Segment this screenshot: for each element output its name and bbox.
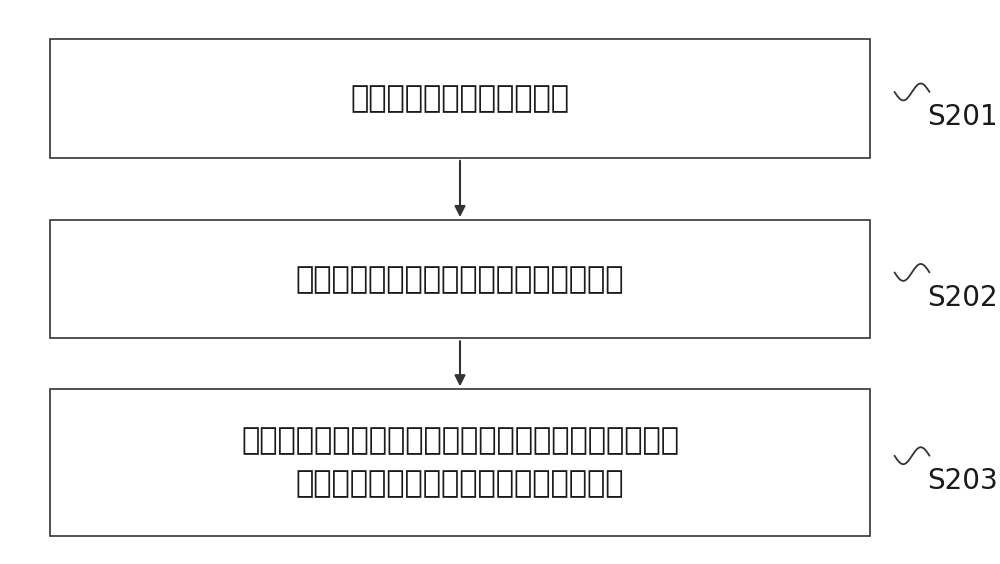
Text: S203: S203 [927,467,998,495]
Bar [50,39,870,158]
Bar [50,389,870,536]
Text: 采集目标弧垂点相对预设平面的相对高度: 采集目标弧垂点相对预设平面的相对高度 [296,265,624,294]
Text: 获取目标光缆的目标弧垂点: 获取目标光缆的目标弧垂点 [350,84,570,113]
Text: 在相对高度低于预设高度的情况下，向目标终端发送用
于指示相对高度低于预设高度的指示信息: 在相对高度低于预设高度的情况下，向目标终端发送用 于指示相对高度低于预设高度的指… [241,426,679,499]
Bar [50,220,870,338]
Text: S201: S201 [927,103,998,131]
Text: S202: S202 [927,284,998,312]
